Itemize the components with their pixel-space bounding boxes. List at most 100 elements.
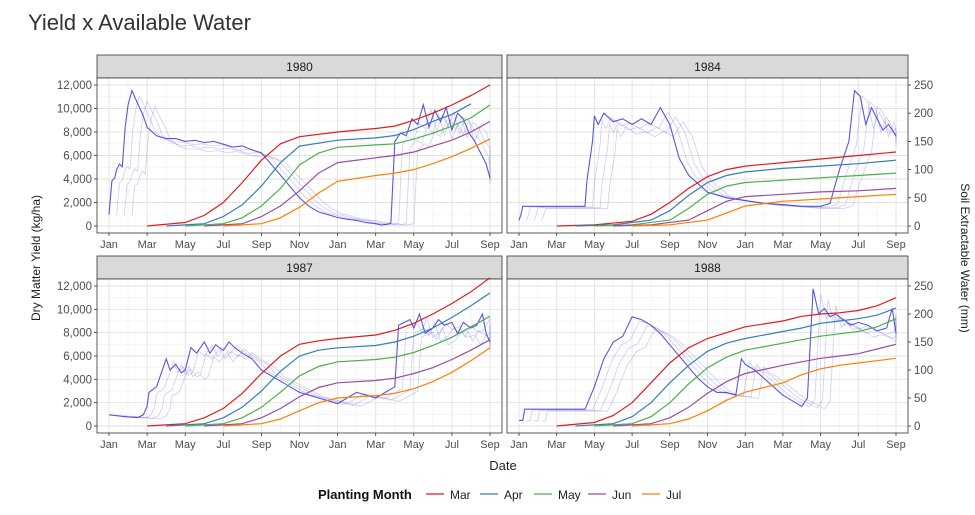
panel-strip-label: 1988	[694, 261, 721, 275]
x-tick-label: Jul	[851, 239, 865, 251]
y-tick-label-right: 50	[914, 393, 927, 405]
y-tick-label-left: 4,000	[63, 374, 92, 386]
water-series-line-faint	[116, 317, 491, 419]
x-tick-label: May	[584, 439, 605, 451]
panel-strip-label: 1987	[286, 261, 313, 275]
y-tick-label-left: 12,000	[57, 281, 92, 293]
yield-series-line-jun	[613, 343, 897, 427]
x-tick-label: Jan	[510, 439, 528, 451]
yield-series-line-jul	[632, 357, 897, 427]
x-tick-label: Jan	[100, 439, 118, 451]
x-tick-label: Jan	[329, 439, 347, 451]
yield-series-line-may	[594, 318, 897, 427]
x-tick-label: Nov	[698, 239, 718, 251]
water-series-line	[518, 89, 897, 221]
legend-label-apr: Apr	[504, 488, 523, 502]
y-tick-label-right: 250	[914, 281, 933, 293]
x-tick-label: Jul	[216, 239, 230, 251]
x-tick-label: Sep	[886, 439, 906, 451]
y-tick-label-left: 8,000	[63, 328, 92, 340]
legend-title: Planting Month	[318, 487, 412, 502]
x-tick-label: Mar	[773, 239, 792, 251]
panel-grid	[507, 78, 908, 233]
y-tick-label-right: 0	[914, 421, 920, 433]
panel-grid	[507, 279, 908, 433]
x-tick-label: May	[403, 239, 424, 251]
x-tick-label: Jan	[736, 439, 754, 451]
x-tick-label: Sep	[480, 239, 500, 251]
y-tick-label-left: 2,000	[63, 198, 92, 210]
legend: Planting Month Mar Apr May Jun Jul	[318, 487, 681, 502]
water-series-line-faint	[526, 294, 897, 422]
x-tick-label: Nov	[698, 439, 718, 451]
yield-series-line-jul	[223, 138, 491, 227]
y-tick-label-right: 100	[914, 165, 933, 177]
panel-1984: 1984 Jan Mar May Jul Sep Nov Jan Mar May Jul Sep 0 50…	[506, 54, 933, 251]
x-tick-label: Jul	[216, 439, 230, 451]
x-tick-label: Sep	[886, 239, 906, 251]
x-tick-label: Sep	[480, 439, 500, 451]
y-tick-label-right: 150	[914, 136, 933, 148]
yield-series-line-mar	[147, 277, 491, 427]
yield-series-line-apr	[166, 292, 491, 427]
chart-title: Yield x Available Water	[28, 10, 251, 35]
panel-1980: 1980 Jan Mar May Jul Sep Nov Jan Mar May Jul Sep 0 2,…	[57, 54, 503, 251]
x-tick-label: Jan	[100, 239, 118, 251]
x-tick-label: May	[175, 439, 196, 451]
x-tick-label: May	[584, 239, 605, 251]
y-tick-label-left: 4,000	[63, 174, 92, 186]
x-tick-label: Nov	[290, 239, 310, 251]
x-tick-label: May	[810, 439, 831, 451]
x-tick-label: Nov	[290, 439, 310, 451]
panel-strip-label: 1980	[286, 60, 313, 74]
y-tick-label-left: 2,000	[63, 398, 92, 410]
water-series-line-faint	[131, 105, 491, 226]
legend-label-jun: Jun	[612, 488, 631, 502]
water-series-line-faint	[124, 321, 491, 419]
x-tick-label: Sep	[252, 239, 272, 251]
legend-label-jul: Jul	[666, 488, 681, 502]
x-tick-label: Mar	[366, 439, 385, 451]
water-series-line-faint	[526, 95, 897, 221]
legend-label-may: May	[558, 488, 581, 502]
x-tick-label: Mar	[547, 239, 566, 251]
x-tick-label: Jan	[329, 239, 347, 251]
y-tick-label-left: 0	[86, 221, 92, 233]
yield-series-line-jul	[632, 193, 897, 227]
yield-series-line-mar	[556, 151, 897, 227]
panel-1987: 1987 Jan Mar May Jul Sep Nov Jan Mar May Jul Sep 0 2,…	[57, 255, 503, 451]
y-tick-label-left: 10,000	[57, 104, 92, 116]
y-tick-label-right: 100	[914, 365, 933, 377]
yield-series-line-mar	[556, 297, 897, 427]
y-tick-label-right: 50	[914, 193, 927, 205]
x-tick-label: Sep	[660, 439, 680, 451]
x-tick-label: Jul	[625, 439, 639, 451]
water-series-line	[108, 88, 491, 226]
panel-1988: 1988 Jan Mar May Jul Sep Nov Jan Mar May Jul Sep 0 50…	[506, 255, 933, 451]
panel-grid	[97, 279, 502, 433]
x-tick-label: May	[175, 239, 196, 251]
water-series-line-faint	[116, 94, 491, 226]
yield-series-line-apr	[166, 103, 472, 227]
x-tick-label: Jul	[851, 439, 865, 451]
y-tick-label-left: 10,000	[57, 304, 92, 316]
yield-series-line-mar	[147, 84, 491, 227]
y-tick-label-left: 0	[86, 421, 92, 433]
x-tick-label: Jul	[445, 239, 459, 251]
yield-series-line-apr	[575, 307, 897, 427]
y-tick-label-left: 6,000	[63, 351, 92, 363]
y-tick-label-left: 12,000	[57, 80, 92, 92]
x-axis-label: Date	[489, 458, 516, 473]
y-tick-label-right: 250	[914, 80, 933, 92]
water-series-line-faint	[533, 100, 897, 221]
water-series-line	[108, 312, 491, 419]
yield-series-line-jun	[613, 187, 897, 227]
yield-series-line-may	[185, 104, 491, 227]
x-tick-label: Sep	[660, 239, 680, 251]
y-tick-label-right: 0	[914, 221, 920, 233]
x-tick-label: Mar	[773, 439, 792, 451]
water-series-line-faint	[131, 326, 491, 420]
yield-series-line-may	[594, 172, 897, 227]
x-tick-label: Mar	[547, 439, 566, 451]
